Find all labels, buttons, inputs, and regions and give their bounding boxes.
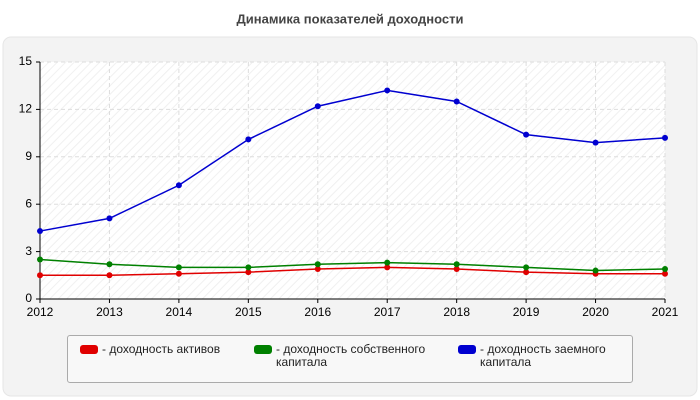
point bbox=[314, 103, 321, 110]
point bbox=[245, 136, 252, 143]
x-tick-label: 2019 bbox=[513, 305, 540, 319]
point bbox=[523, 269, 530, 276]
point bbox=[245, 269, 252, 276]
x-tick-label: 2016 bbox=[304, 305, 331, 319]
point bbox=[37, 256, 43, 263]
x-tick-label: 2014 bbox=[166, 305, 193, 319]
legend-label: - доходность заемного капитала bbox=[480, 342, 606, 369]
x-tick-label: 2017 bbox=[374, 305, 401, 319]
chart-title: Динамика показателей доходности bbox=[236, 11, 463, 26]
point bbox=[314, 265, 321, 272]
point bbox=[106, 272, 113, 279]
point bbox=[453, 98, 460, 105]
x-tick-label: 2013 bbox=[96, 305, 123, 319]
point bbox=[384, 264, 391, 271]
point bbox=[314, 261, 321, 268]
x-tick-label: 2021 bbox=[652, 305, 679, 319]
point bbox=[175, 270, 182, 277]
y-tick-label: 12 bbox=[19, 102, 33, 116]
legend-swatch bbox=[254, 345, 272, 354]
point bbox=[592, 267, 599, 274]
point bbox=[384, 87, 391, 94]
point bbox=[592, 139, 599, 146]
point bbox=[37, 228, 43, 235]
point bbox=[106, 215, 113, 222]
legend-item: - доходность активов bbox=[80, 343, 262, 356]
x-tick-label: 2012 bbox=[27, 305, 54, 319]
series-line bbox=[40, 266, 665, 277]
y-tick-label: 3 bbox=[25, 244, 32, 258]
point bbox=[175, 182, 182, 189]
legend-swatch bbox=[80, 345, 98, 354]
legend-swatch bbox=[458, 345, 476, 354]
y-tick-label: 9 bbox=[25, 149, 32, 163]
point bbox=[37, 272, 43, 279]
plot-hatch bbox=[40, 62, 665, 299]
y-tick-label: 15 bbox=[19, 54, 33, 68]
point bbox=[662, 134, 668, 141]
series-line bbox=[39, 89, 666, 232]
legend: - доходность активов - доходность собстве… bbox=[67, 335, 633, 383]
legend-label: - доходность активов bbox=[102, 342, 221, 356]
point bbox=[662, 265, 668, 272]
point bbox=[523, 131, 530, 138]
point bbox=[453, 265, 460, 272]
point bbox=[662, 270, 668, 277]
y-tick-label: 6 bbox=[25, 196, 32, 210]
point bbox=[106, 261, 113, 268]
point bbox=[175, 264, 182, 271]
point bbox=[384, 259, 391, 266]
point bbox=[245, 264, 252, 271]
x-tick-label: 2018 bbox=[443, 305, 470, 319]
legend-item: - доходность собственного капитала bbox=[254, 343, 466, 369]
point bbox=[453, 261, 460, 268]
x-tick-label: 2020 bbox=[582, 305, 609, 319]
series-line bbox=[39, 258, 666, 272]
y-tick-label: 0 bbox=[25, 291, 32, 305]
point bbox=[523, 264, 530, 271]
legend-item: - доходность заемного капитала bbox=[458, 343, 640, 369]
legend-label: - доходность собственного капитала bbox=[276, 342, 426, 369]
x-tick-label: 2015 bbox=[235, 305, 262, 319]
